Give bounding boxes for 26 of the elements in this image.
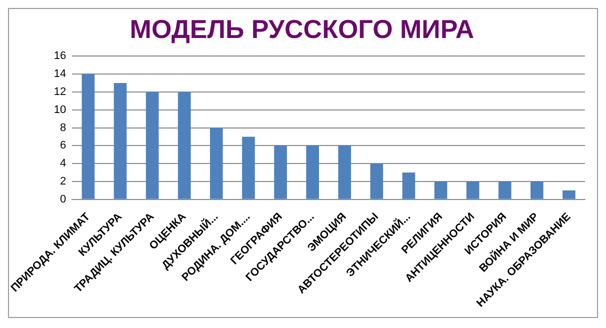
bar	[242, 136, 255, 199]
bar	[274, 146, 287, 199]
bar	[82, 74, 95, 199]
bar	[466, 181, 480, 199]
bar	[498, 181, 512, 199]
bar	[146, 92, 159, 199]
bar	[210, 128, 223, 199]
y-tick-label: 16	[54, 50, 66, 62]
bar	[530, 181, 544, 199]
y-tick-label: 14	[54, 68, 66, 80]
y-tick-label: 4	[60, 158, 66, 170]
y-tick-label: 12	[54, 86, 66, 98]
bar	[370, 164, 384, 199]
bar	[338, 146, 352, 199]
bar	[306, 146, 319, 199]
chart-title: МОДЕЛЬ РУССКОГО МИРА	[130, 14, 474, 44]
y-tick-label: 2	[60, 176, 66, 188]
bar	[562, 190, 576, 199]
y-tick-label: 8	[60, 122, 66, 134]
bar	[402, 172, 416, 199]
bar	[114, 83, 127, 199]
y-tick-label: 10	[54, 104, 66, 116]
bar	[434, 181, 448, 199]
y-tick-label: 0	[60, 193, 66, 206]
y-tick-label: 6	[60, 140, 66, 152]
bar	[178, 92, 191, 199]
